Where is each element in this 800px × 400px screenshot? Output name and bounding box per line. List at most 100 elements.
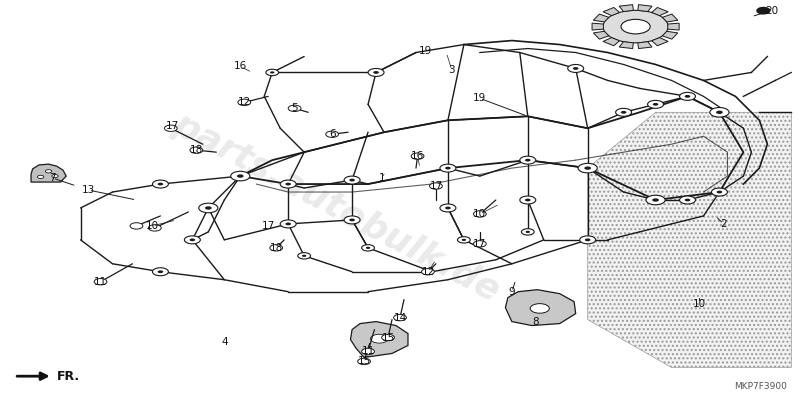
- Circle shape: [646, 195, 665, 205]
- Text: parts.autobulk.de: parts.autobulk.de: [167, 107, 506, 309]
- Circle shape: [757, 8, 770, 14]
- Polygon shape: [588, 112, 791, 368]
- Circle shape: [440, 204, 456, 212]
- Polygon shape: [652, 38, 668, 46]
- Text: 11: 11: [362, 346, 374, 356]
- Text: 19: 19: [474, 93, 486, 103]
- Circle shape: [149, 225, 162, 231]
- Circle shape: [716, 111, 722, 114]
- Circle shape: [238, 99, 250, 106]
- Polygon shape: [662, 31, 678, 39]
- Text: 11: 11: [94, 277, 107, 287]
- Text: 20: 20: [765, 6, 778, 16]
- Circle shape: [679, 196, 695, 204]
- Text: FR.: FR.: [57, 370, 80, 383]
- Circle shape: [344, 216, 360, 224]
- Circle shape: [526, 231, 530, 233]
- Text: 18: 18: [190, 145, 203, 155]
- Polygon shape: [594, 14, 609, 22]
- Circle shape: [370, 334, 388, 343]
- Circle shape: [362, 245, 374, 251]
- Circle shape: [462, 239, 466, 241]
- Circle shape: [568, 64, 584, 72]
- Text: 5: 5: [291, 103, 298, 113]
- Circle shape: [422, 268, 434, 275]
- Circle shape: [286, 183, 291, 186]
- Text: 14: 14: [394, 312, 406, 322]
- Text: 17: 17: [430, 181, 442, 191]
- Text: 19: 19: [419, 46, 432, 56]
- Text: 15: 15: [382, 332, 394, 342]
- Polygon shape: [594, 31, 609, 39]
- Circle shape: [603, 10, 668, 43]
- Circle shape: [358, 358, 370, 365]
- Circle shape: [190, 238, 195, 241]
- Circle shape: [520, 196, 536, 204]
- Circle shape: [710, 108, 729, 117]
- Circle shape: [616, 108, 631, 116]
- Circle shape: [652, 198, 659, 202]
- Circle shape: [326, 131, 338, 138]
- Text: 13: 13: [82, 185, 95, 195]
- Circle shape: [653, 103, 658, 106]
- Text: 15: 15: [358, 356, 370, 366]
- Circle shape: [520, 156, 536, 164]
- Circle shape: [685, 95, 690, 98]
- Circle shape: [350, 179, 355, 182]
- Circle shape: [717, 191, 722, 194]
- Circle shape: [46, 170, 52, 173]
- Circle shape: [711, 188, 727, 196]
- Polygon shape: [603, 8, 619, 16]
- Text: 10: 10: [146, 221, 159, 231]
- Text: 16: 16: [234, 62, 247, 72]
- Text: 1: 1: [379, 173, 386, 183]
- Circle shape: [288, 105, 301, 112]
- Text: 6: 6: [329, 129, 335, 139]
- Circle shape: [280, 220, 296, 228]
- Circle shape: [430, 183, 442, 189]
- Text: 17: 17: [474, 239, 486, 249]
- Circle shape: [52, 174, 58, 178]
- Circle shape: [458, 237, 470, 243]
- Circle shape: [153, 268, 169, 276]
- Polygon shape: [506, 290, 576, 326]
- Circle shape: [190, 147, 202, 153]
- Text: 7: 7: [50, 173, 56, 183]
- Circle shape: [153, 180, 169, 188]
- Polygon shape: [638, 5, 652, 12]
- Circle shape: [230, 171, 250, 181]
- Text: 12: 12: [422, 267, 434, 277]
- Circle shape: [184, 236, 200, 244]
- Circle shape: [679, 92, 695, 100]
- Circle shape: [394, 314, 406, 321]
- Polygon shape: [638, 42, 652, 48]
- Circle shape: [621, 111, 626, 114]
- Text: 9: 9: [509, 287, 515, 297]
- Circle shape: [350, 218, 355, 221]
- Text: MKP7F3900: MKP7F3900: [734, 382, 787, 390]
- Circle shape: [411, 153, 424, 159]
- Circle shape: [440, 164, 456, 172]
- Circle shape: [158, 270, 163, 273]
- Circle shape: [302, 255, 306, 257]
- Circle shape: [368, 68, 384, 76]
- Circle shape: [522, 229, 534, 235]
- Circle shape: [474, 211, 486, 217]
- Text: 2: 2: [720, 219, 726, 229]
- Circle shape: [474, 241, 486, 247]
- Circle shape: [94, 278, 107, 285]
- Circle shape: [621, 19, 650, 34]
- Text: 17: 17: [166, 121, 179, 131]
- Circle shape: [685, 199, 690, 201]
- Circle shape: [344, 176, 360, 184]
- Circle shape: [647, 100, 663, 108]
- Text: 3: 3: [449, 66, 455, 76]
- Circle shape: [525, 159, 530, 162]
- Polygon shape: [668, 23, 679, 30]
- Circle shape: [270, 71, 274, 74]
- Polygon shape: [603, 38, 619, 46]
- Polygon shape: [619, 5, 634, 12]
- Polygon shape: [619, 42, 634, 48]
- Circle shape: [165, 125, 177, 132]
- Circle shape: [525, 199, 530, 201]
